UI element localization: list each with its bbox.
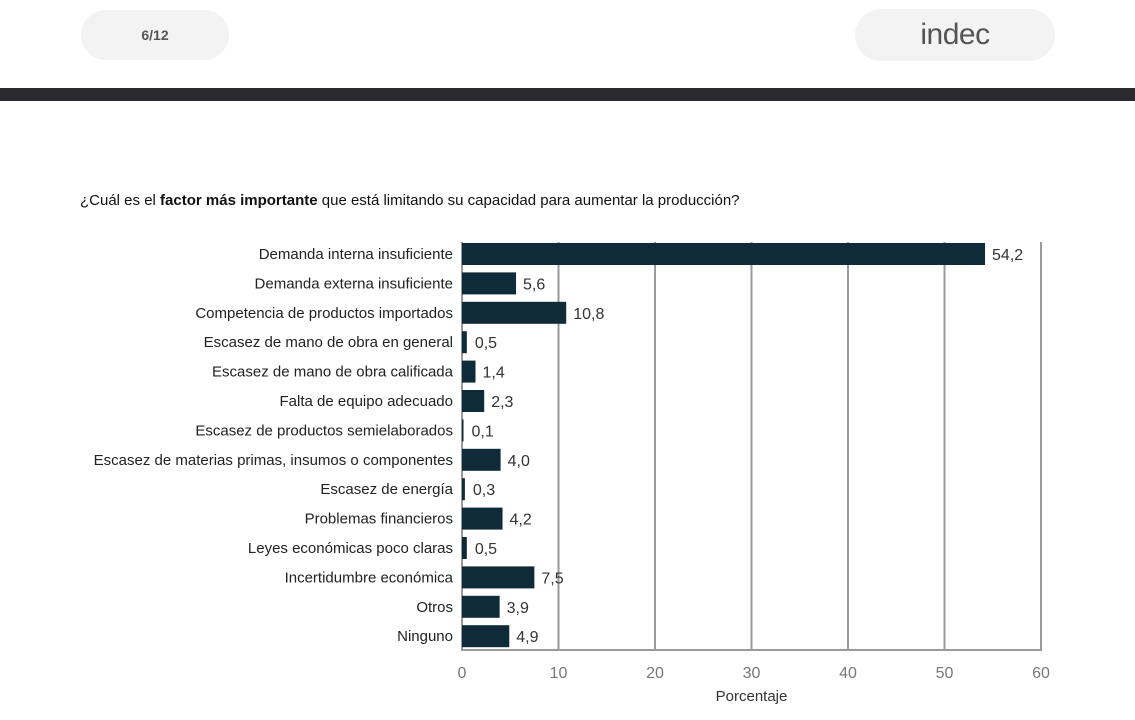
x-tick-label: 0	[458, 665, 467, 682]
data-label: 0,5	[475, 541, 497, 558]
category-label: Incertidumbre económica	[285, 569, 454, 586]
bar	[462, 507, 503, 530]
bar	[462, 390, 485, 412]
bar	[462, 331, 467, 354]
category-label: Problemas financieros	[305, 511, 453, 528]
x-tick-label: 60	[1032, 665, 1050, 682]
x-tick-label: 50	[936, 665, 954, 682]
bar	[462, 243, 986, 265]
bar	[462, 419, 464, 442]
category-label: Escasez de productos semielaborados	[195, 422, 453, 439]
category-label: Falta de equipo adecuado	[280, 393, 453, 410]
bar	[462, 301, 567, 324]
data-label: 5,6	[523, 276, 545, 293]
category-label: Escasez de materias primas, insumos o co…	[94, 452, 453, 469]
data-label: 54,2	[992, 247, 1023, 264]
category-label: Demanda externa insuficiente	[255, 275, 453, 292]
data-label: 7,5	[541, 570, 563, 587]
page-number: 6/12	[141, 27, 169, 43]
bar	[462, 537, 467, 559]
x-tick-label: 40	[839, 665, 857, 682]
data-label: 0,1	[472, 423, 494, 440]
category-label: Escasez de mano de obra calificada	[212, 364, 454, 381]
title-suffix: que está limitando su capacidad para aum…	[317, 192, 740, 209]
category-label: Escasez de energía	[320, 481, 453, 498]
data-label: 10,8	[573, 306, 604, 323]
title-bold: factor más importante	[160, 192, 318, 209]
x-axis-title: Porcentaje	[716, 688, 788, 705]
chart-title: ¿Cuál es el factor más importante que es…	[80, 192, 740, 209]
bar	[462, 478, 465, 501]
indec-logo[interactable]: indec	[855, 9, 1055, 61]
bar	[462, 448, 501, 471]
x-tick-label: 10	[550, 665, 568, 682]
data-label: 4,0	[508, 453, 530, 470]
data-label: 4,9	[516, 629, 538, 646]
header-band	[0, 88, 1135, 101]
category-label: Competencia de productos importados	[195, 305, 453, 322]
data-label: 4,2	[510, 512, 532, 529]
x-tick-label: 20	[646, 665, 664, 682]
data-label: 0,3	[473, 482, 495, 499]
page-indicator: 6/12	[81, 10, 229, 60]
data-label: 3,9	[507, 600, 529, 617]
bar	[462, 625, 510, 648]
data-label: 1,4	[483, 365, 505, 382]
data-label: 2,3	[491, 394, 513, 411]
bar	[462, 595, 500, 618]
category-label: Ninguno	[397, 628, 453, 645]
category-label: Demanda interna insuficiente	[259, 246, 453, 263]
title-prefix: ¿Cuál es el	[80, 192, 161, 209]
bar	[462, 566, 535, 589]
x-tick-label: 30	[743, 665, 761, 682]
category-label: Otros	[416, 599, 453, 616]
bar	[462, 360, 476, 383]
data-label: 0,5	[475, 335, 497, 352]
category-label: Escasez de mano de obra en general	[204, 334, 453, 351]
bar	[462, 272, 517, 295]
logo-text: indec	[920, 18, 990, 51]
category-label: Leyes económicas poco claras	[248, 540, 453, 557]
